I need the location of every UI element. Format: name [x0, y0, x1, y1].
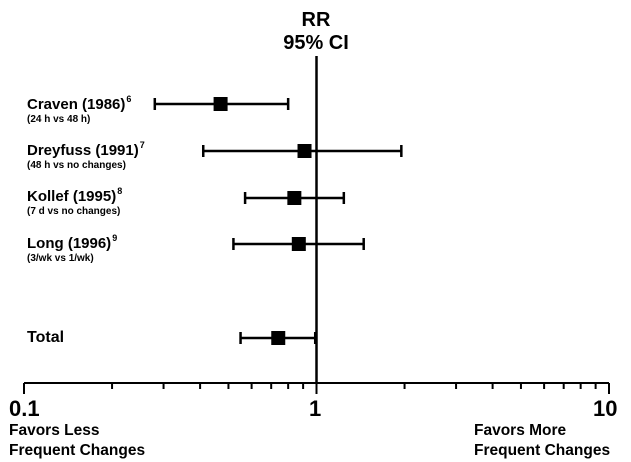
x-tick-label-10: 10 — [593, 396, 618, 421]
point-estimate-total — [271, 331, 286, 345]
point-estimate-long — [291, 237, 306, 251]
x-tick-label-0-1: 0.1 — [9, 396, 40, 421]
study-label-kollef: Kollef (1995)8 (7 d vs no changes) — [27, 186, 123, 217]
point-estimate-dreyfuss — [297, 144, 312, 158]
favors-more-label: Favors More Frequent Changes — [474, 422, 611, 459]
header-ci: 95% CI — [283, 32, 349, 54]
study-label-dreyfuss: Dreyfuss (1991)7 (48 h vs no changes) — [27, 140, 145, 171]
point-estimate-kollef — [287, 191, 302, 205]
study-label-long: Long (1996)9 (3/wk vs 1/wk) — [27, 233, 118, 264]
point-estimate-craven — [213, 97, 228, 111]
favors-less-label: Favors Less Frequent Changes — [9, 422, 146, 459]
study-label-craven: Craven (1986)6 (24 h vs 48 h) — [27, 94, 132, 125]
header-rr: RR — [301, 9, 331, 31]
x-tick-label-1: 1 — [309, 396, 322, 421]
study-label-total: Total — [27, 329, 65, 346]
